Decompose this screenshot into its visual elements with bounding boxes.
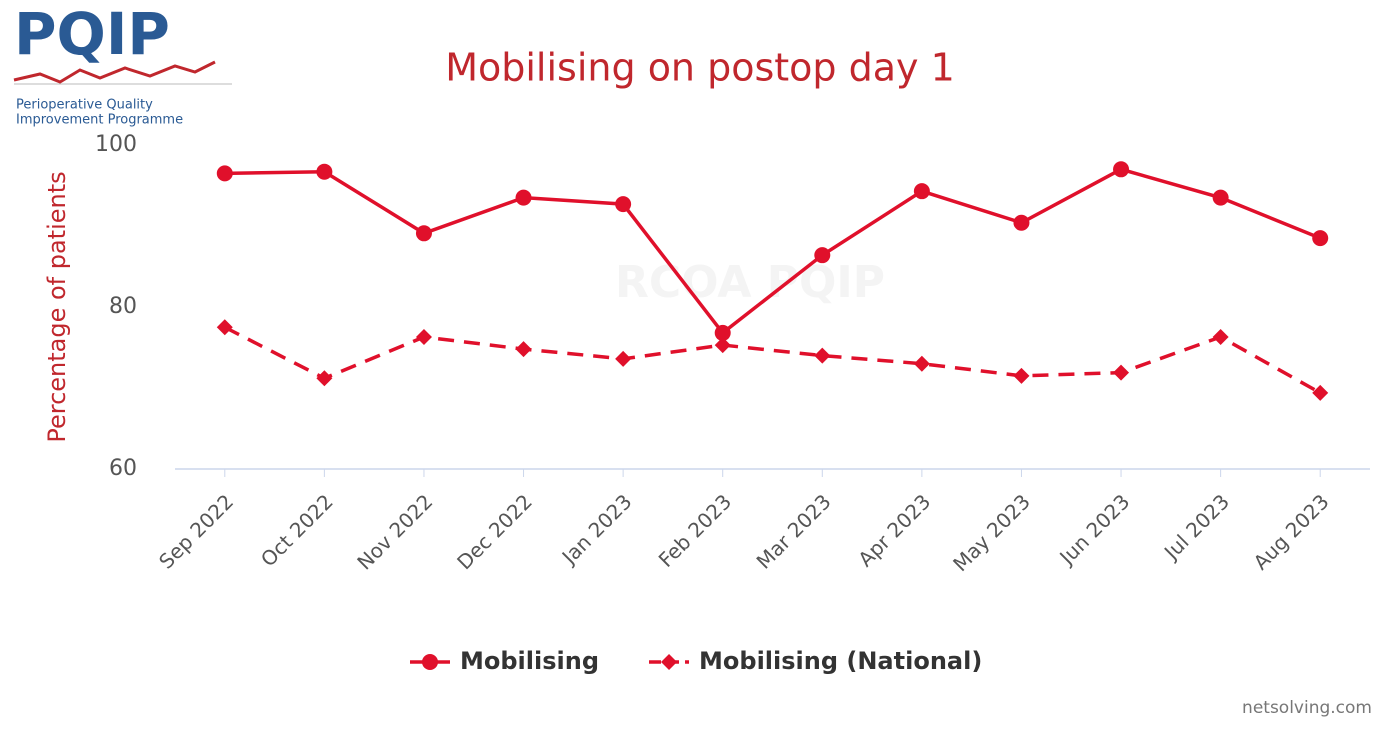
point bbox=[1312, 384, 1329, 401]
logo-line: Perioperative Quality bbox=[16, 98, 153, 113]
point bbox=[661, 654, 678, 670]
watermark: RCOA PQIP bbox=[615, 257, 885, 308]
x-tick-label: Jan 2023 bbox=[556, 489, 637, 570]
logo: PQIP Perioperative Quality Improvement P… bbox=[13, 0, 232, 128]
legend-label: Mobilising bbox=[460, 647, 599, 675]
x-tick-label: Jun 2023 bbox=[1053, 489, 1134, 570]
x-tick-label: Oct 2022 bbox=[256, 489, 338, 571]
point bbox=[216, 319, 233, 336]
y-tick-label: 80 bbox=[109, 294, 137, 319]
footer: netsolving.com bbox=[1242, 698, 1372, 718]
point bbox=[814, 247, 831, 264]
x-tick-label: Apr 2023 bbox=[853, 489, 935, 571]
point bbox=[1312, 230, 1329, 247]
x-tick-label: Sep 2022 bbox=[154, 489, 238, 573]
point bbox=[1013, 214, 1030, 231]
legend-label: Mobilising (National) bbox=[699, 647, 982, 675]
point bbox=[714, 324, 731, 341]
point bbox=[1013, 367, 1030, 384]
point bbox=[1212, 189, 1229, 206]
point bbox=[714, 337, 731, 354]
y-axis-label: Percentage of patients bbox=[43, 171, 71, 442]
x-tick-label: May 2023 bbox=[948, 489, 1035, 576]
point bbox=[1113, 161, 1130, 178]
x-tick-label: Feb 2023 bbox=[654, 489, 736, 571]
logo-swoosh bbox=[13, 60, 216, 84]
point bbox=[415, 328, 432, 345]
point bbox=[415, 225, 432, 242]
x-tick-label: Aug 2023 bbox=[1249, 489, 1334, 574]
logo-line: Improvement Programme bbox=[16, 113, 183, 128]
point bbox=[913, 183, 930, 200]
point bbox=[515, 189, 532, 206]
point bbox=[216, 165, 233, 182]
point bbox=[814, 347, 831, 364]
chart-title: Mobilising on postop day 1 bbox=[445, 46, 955, 90]
x-tick-label: Mar 2023 bbox=[752, 489, 836, 573]
point bbox=[316, 163, 333, 180]
point bbox=[615, 196, 632, 213]
series-line bbox=[223, 325, 1322, 395]
point bbox=[1212, 328, 1229, 345]
series-line bbox=[224, 167, 1321, 336]
point bbox=[1113, 364, 1130, 381]
y-tick-label: 100 bbox=[95, 132, 137, 157]
logo-name: PQIP bbox=[14, 0, 170, 68]
x-tick-label: Jul 2023 bbox=[1158, 489, 1234, 565]
point bbox=[422, 654, 438, 670]
point bbox=[913, 355, 930, 372]
y-tick-label: 60 bbox=[109, 456, 137, 481]
point bbox=[515, 341, 532, 358]
point bbox=[316, 370, 333, 387]
x-tick-label: Nov 2022 bbox=[352, 489, 437, 574]
x-tick-label: Dec 2022 bbox=[452, 489, 537, 574]
point bbox=[615, 350, 632, 367]
